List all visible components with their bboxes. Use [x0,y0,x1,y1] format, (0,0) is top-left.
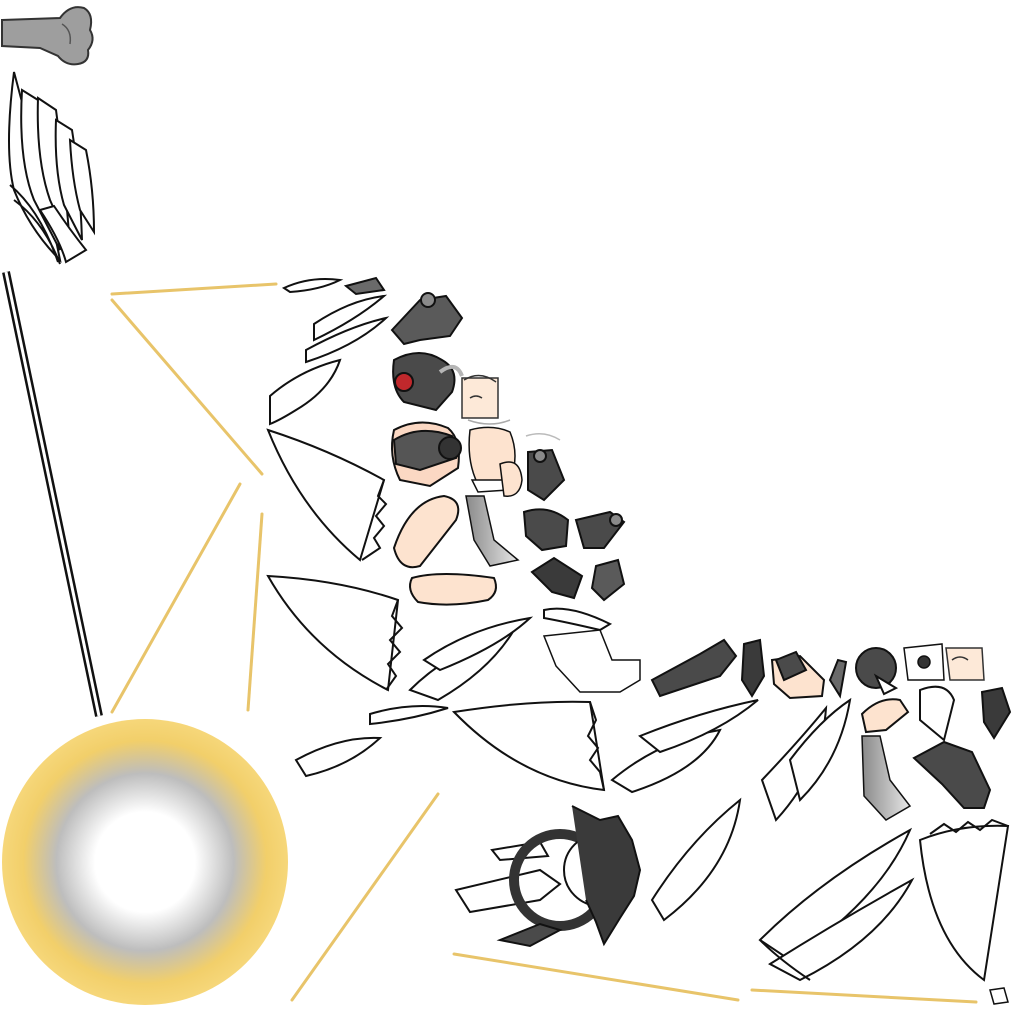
light-ray [750,988,978,1004]
ornate-tag-sprite [903,643,945,681]
small-face-sprite [945,647,985,681]
gold-light-streaks-sprite [110,282,978,1004]
cloth-skirt-sprite [542,629,641,693]
leg-skin-1-sprite [392,494,460,569]
helmet-with-red-gem-sprite [392,352,464,412]
face-parts-sprite [461,374,561,441]
feather-panel-1-sprite [266,428,388,562]
cloth-drape-2-sprite [861,735,912,821]
chest-armor-sprite [391,421,462,488]
halo-weapon-ring-sprite [454,805,642,948]
tiny-bell-sprite [989,987,1009,1005]
large-wing-left-sprite [8,71,96,265]
small-wing-3-sprite [294,705,449,778]
small-wing-5-sprite [650,797,742,922]
gauntlet-small-sprite [527,448,566,502]
feather-panel-3-sprite [451,700,606,792]
staff-pole-sprite [2,271,103,717]
light-ray [290,792,440,1002]
light-ray [452,952,740,1002]
large-wing-right-sprite [758,827,915,982]
feather-panel-4-sprite [918,818,1010,982]
light-ray [110,482,242,714]
light-ray [110,282,278,296]
leg-skin-2-sprite [409,573,497,606]
small-wing-6-sprite [760,697,852,822]
boot-row-sprite [650,638,899,700]
small-feathers-sprite [281,276,386,296]
grey-arm-fist-sprite [1,6,94,66]
small-wing-1-sprite [269,294,390,426]
light-ray [246,512,264,712]
armor-arm-segment-sprite [390,292,464,346]
small-wing-4-sprite [610,699,759,794]
skin-cloth-piece-sprite [499,461,523,497]
small-armor-pieces-sprite [860,685,1012,809]
red-gem-icon [394,372,414,392]
glow-orb-sprite [2,719,288,1005]
small-wing-2-sprite [408,616,534,702]
light-ray [110,298,264,476]
cloth-drape-1-sprite [465,495,520,567]
feather-panel-2-sprite [266,574,404,692]
boots-and-gauntlets-sprite [522,508,626,632]
